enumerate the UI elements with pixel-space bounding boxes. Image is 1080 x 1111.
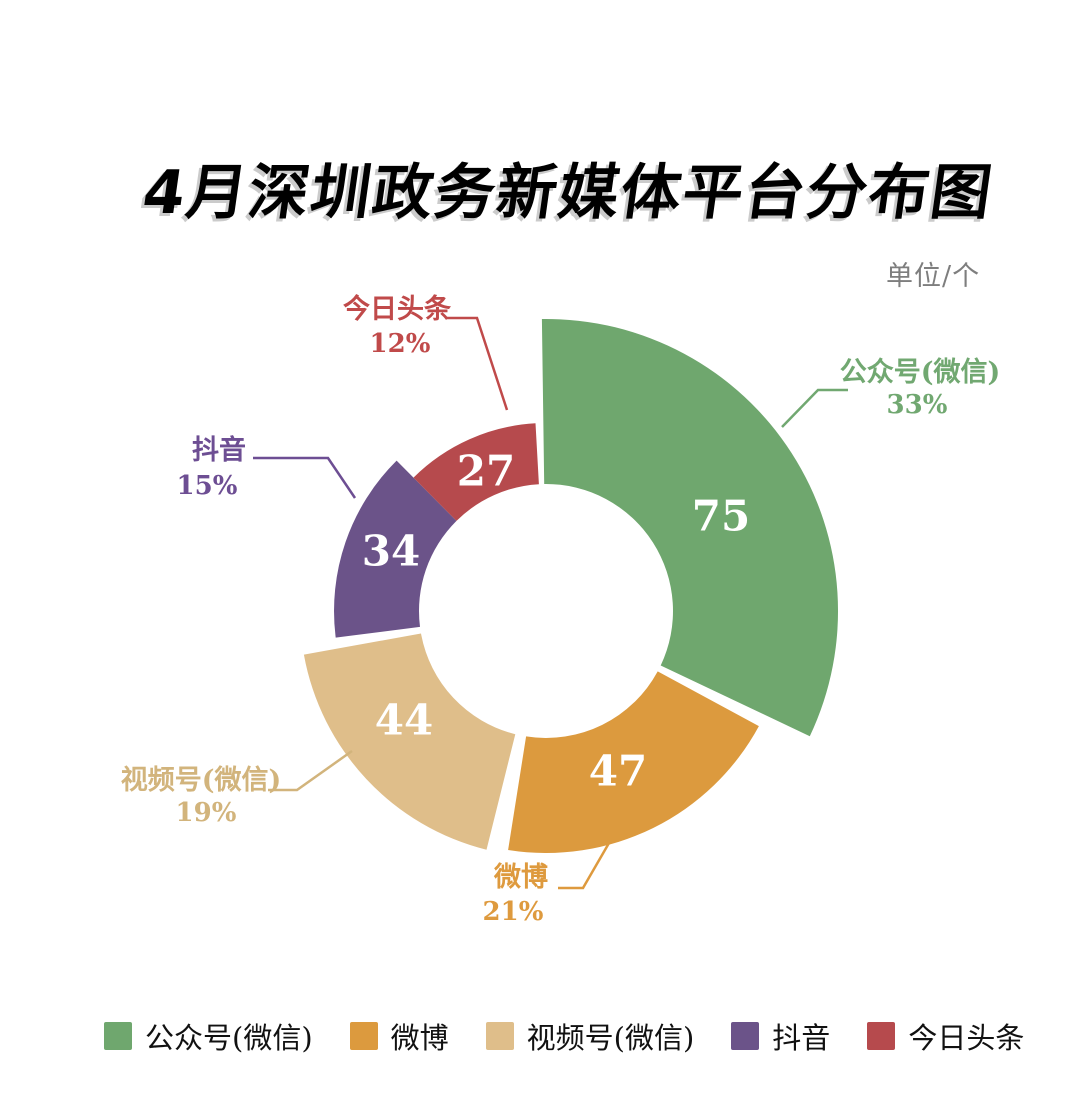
callout-name-toutiao: 今日头条	[343, 293, 452, 325]
legend-swatch-icon	[867, 1022, 896, 1050]
slice-value-wechat-video: 44	[375, 696, 433, 745]
legend-item-wechat-official: 公众号(微信)	[104, 1015, 313, 1057]
chart-legend: 公众号(微信) 微博 视频号(微信) 抖音 今日头条	[104, 1015, 1024, 1057]
legend-swatch-icon	[731, 1022, 760, 1050]
legend-item-wechat-video: 视频号(微信)	[485, 1015, 695, 1057]
callout-line-wechat-official	[781, 388, 848, 428]
legend-label: 今日头条	[908, 1021, 1025, 1055]
callout-percent-wechat-official: 33%	[887, 390, 948, 420]
callout-line-weibo	[558, 842, 611, 890]
legend-label: 公众号(微信)	[145, 1021, 313, 1055]
unit-label: 单位/个	[886, 261, 981, 292]
legend-swatch-icon	[349, 1022, 378, 1050]
donut-slice-toutiao	[413, 423, 539, 521]
donut-slice-douyin	[334, 460, 457, 638]
callout-line-wechat-video	[268, 749, 353, 792]
donut-slice-weibo	[508, 671, 759, 853]
callout-name-wechat-official: 公众号(微信)	[840, 357, 1001, 388]
callout-line-douyin	[253, 456, 357, 499]
callout-name-weibo: 微博	[493, 861, 548, 893]
slice-value-weibo: 47	[589, 747, 647, 796]
legend-item-weibo: 微博	[349, 1015, 449, 1057]
legend-item-douyin: 抖音	[731, 1015, 830, 1057]
legend-label: 微博	[390, 1021, 449, 1055]
slice-value-toutiao: 27	[457, 447, 515, 496]
legend-label: 视频号(微信)	[526, 1021, 695, 1055]
callout-percent-weibo: 21%	[483, 897, 544, 927]
slice-value-douyin: 34	[362, 527, 420, 576]
callout-percent-toutiao: 12%	[370, 329, 431, 359]
callout-name-wechat-video: 视频号(微信)	[121, 765, 282, 796]
callout-line-toutiao	[446, 316, 509, 411]
legend-swatch-icon	[485, 1022, 514, 1050]
legend-item-toutiao: 今日头条	[867, 1015, 1024, 1057]
legend-swatch-icon	[104, 1022, 132, 1050]
donut-slice-wechat-video	[303, 633, 516, 850]
slice-value-wechat-official: 75	[692, 492, 750, 541]
callout-percent-wechat-video: 19%	[176, 798, 237, 828]
legend-label: 抖音	[772, 1021, 831, 1055]
donut-slice-wechat-official	[541, 318, 839, 737]
callout-name-douyin: 抖音	[192, 434, 246, 466]
callout-percent-douyin: 15%	[177, 471, 238, 501]
